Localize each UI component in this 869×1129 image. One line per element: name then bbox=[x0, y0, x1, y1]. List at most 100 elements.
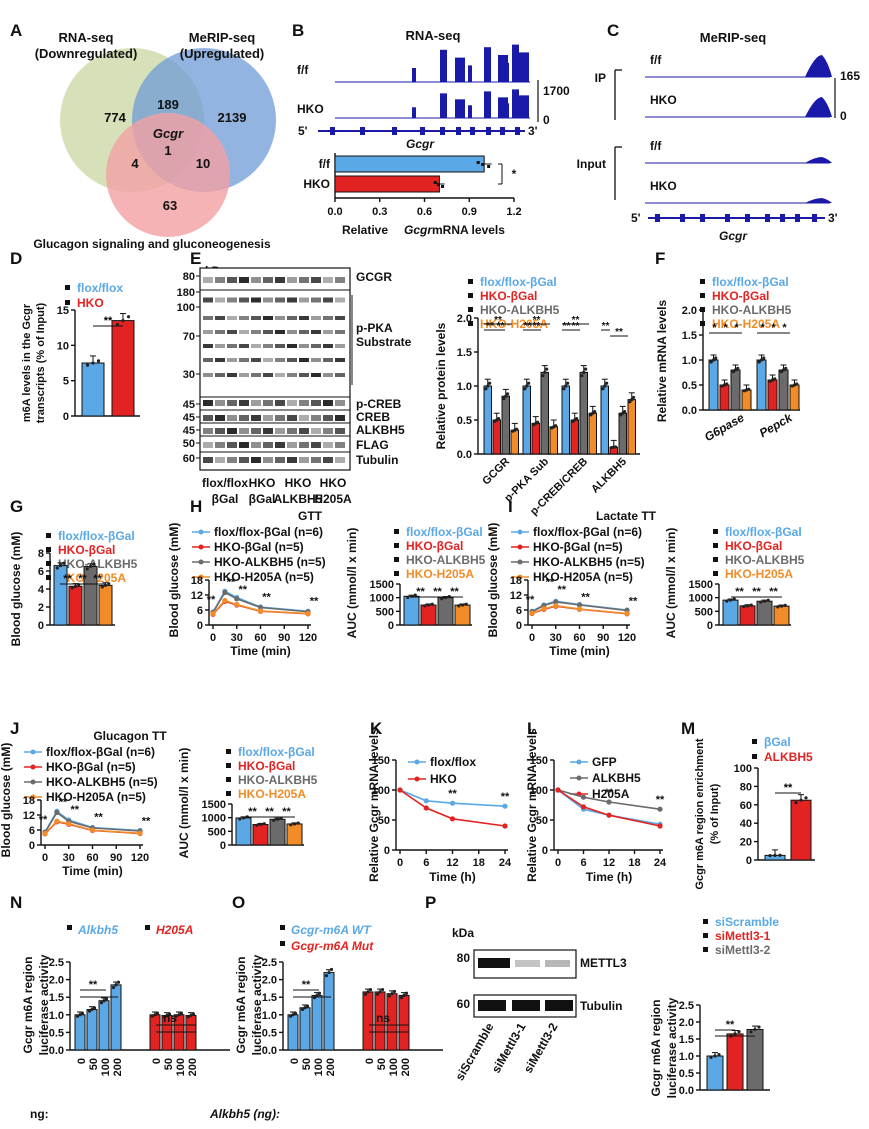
sig-label: ** bbox=[494, 315, 502, 326]
coverage-peak bbox=[484, 47, 491, 82]
x-axis-label: Time (min) bbox=[62, 864, 122, 878]
y-axis-label: Gcgr m6A region bbox=[21, 957, 35, 1054]
bar bbox=[235, 817, 252, 846]
data-point bbox=[753, 1027, 757, 1032]
sig-label: ** bbox=[448, 788, 457, 800]
blot-band bbox=[239, 330, 249, 334]
blot-label: GCGR bbox=[356, 270, 392, 284]
legend-marker bbox=[65, 285, 70, 290]
blot-band bbox=[251, 373, 261, 377]
data-point bbox=[747, 387, 751, 391]
legend-entry: HKO-βGal (n=5) bbox=[214, 540, 304, 554]
blot-band bbox=[263, 400, 273, 406]
y-tick-label: 1000 bbox=[370, 593, 394, 605]
blot-band bbox=[215, 316, 225, 320]
sig-label: ** bbox=[93, 573, 102, 585]
blot-band bbox=[287, 428, 297, 434]
bar bbox=[311, 994, 323, 1051]
blot-band bbox=[275, 373, 285, 377]
legend-marker bbox=[198, 574, 204, 580]
y-tick-label: 500 bbox=[208, 826, 226, 838]
legend-entry: HKO-βGal (n=5) bbox=[533, 540, 623, 554]
blot-band bbox=[335, 316, 345, 320]
blot-band bbox=[275, 428, 285, 434]
data-point bbox=[291, 1013, 295, 1017]
y-tick-label: 0.5 bbox=[457, 415, 472, 427]
blot-band bbox=[215, 358, 225, 362]
legend-marker bbox=[700, 279, 705, 284]
data-point bbox=[582, 370, 586, 374]
y-tick-label: 6 bbox=[516, 605, 522, 617]
legend-marker bbox=[576, 775, 582, 781]
mw-marker: 100 bbox=[177, 302, 195, 314]
sig-label: * bbox=[723, 322, 728, 334]
panel-letter: H bbox=[190, 497, 202, 516]
bar bbox=[570, 419, 579, 455]
y-tick-label: 80 bbox=[740, 781, 752, 793]
blot-band bbox=[239, 316, 249, 320]
mw-marker: 60 bbox=[457, 997, 471, 1011]
blot-band bbox=[239, 373, 249, 377]
legend-marker bbox=[226, 777, 231, 782]
gene-3prime: 3' bbox=[528, 124, 538, 138]
sig-label: ns bbox=[163, 1011, 177, 1025]
mw-marker: 45 bbox=[183, 412, 195, 424]
legend-entry: Gcgr-m6A Mut bbox=[291, 939, 374, 953]
legend-entry: H205A bbox=[592, 787, 630, 801]
y-tick-label: 1.5 bbox=[682, 330, 697, 342]
lane-label: H205A bbox=[314, 492, 352, 506]
blot-band bbox=[335, 400, 345, 406]
data-point bbox=[709, 360, 713, 364]
data-point bbox=[387, 994, 392, 998]
blot-band bbox=[239, 415, 249, 421]
data-point bbox=[575, 417, 579, 421]
data-point bbox=[426, 603, 431, 607]
exon bbox=[420, 127, 425, 135]
y-tick-label: 0 bbox=[220, 840, 226, 852]
legend-marker bbox=[30, 794, 36, 800]
coverage-peak bbox=[440, 49, 447, 82]
x-tick-label: GCGR bbox=[480, 456, 512, 488]
legend-marker bbox=[517, 574, 523, 580]
data-point bbox=[486, 384, 490, 388]
data-point bbox=[262, 822, 266, 826]
x-tick-label: 18 bbox=[473, 857, 485, 869]
legend-entry: HKO bbox=[430, 772, 457, 786]
series-line bbox=[399, 789, 506, 827]
data-point bbox=[255, 823, 259, 827]
blot-band bbox=[275, 400, 285, 406]
blot-band bbox=[275, 457, 285, 463]
blot-band bbox=[311, 358, 321, 362]
y-tick-label: 1000 bbox=[202, 813, 226, 825]
coverage-peak bbox=[498, 55, 508, 82]
panel-letter: E bbox=[190, 249, 201, 268]
y-axis-label: AUC (mmol/l x min) bbox=[177, 748, 191, 859]
legend-entry: HKO-ALKBH5 (n=5) bbox=[214, 555, 326, 569]
blot-label: p-CREB bbox=[356, 397, 402, 411]
bar bbox=[741, 389, 752, 411]
legend-marker bbox=[30, 749, 36, 755]
venn-count: 10 bbox=[196, 156, 210, 171]
panel-letter: N bbox=[10, 893, 22, 912]
x-tick-label: 120 bbox=[299, 632, 317, 644]
blot-band bbox=[215, 277, 225, 283]
panel-letter: P bbox=[425, 893, 436, 912]
blot-band bbox=[215, 373, 225, 377]
y-tick-label: 6 bbox=[29, 825, 35, 837]
dose-label: 100 bbox=[313, 1058, 325, 1076]
x-tick-label: 90 bbox=[110, 852, 122, 864]
bar bbox=[790, 799, 812, 861]
data-point bbox=[541, 606, 547, 612]
blot-band bbox=[545, 1000, 573, 1011]
legend-marker bbox=[468, 321, 473, 326]
x-tick-label: 120 bbox=[618, 632, 636, 644]
y-axis-label: Gcgr m6A region enrichment bbox=[694, 738, 706, 890]
data-point bbox=[449, 800, 456, 806]
y-tick-label: 20 bbox=[740, 837, 752, 849]
y-axis-label: Blood glucose (mM) bbox=[486, 523, 500, 638]
blot-band bbox=[287, 373, 297, 377]
blot-label: CREB bbox=[356, 410, 390, 424]
x-tick-label: 0.9 bbox=[462, 206, 477, 218]
data-point bbox=[529, 610, 535, 616]
y-tick-label: 1.0 bbox=[679, 1051, 694, 1063]
